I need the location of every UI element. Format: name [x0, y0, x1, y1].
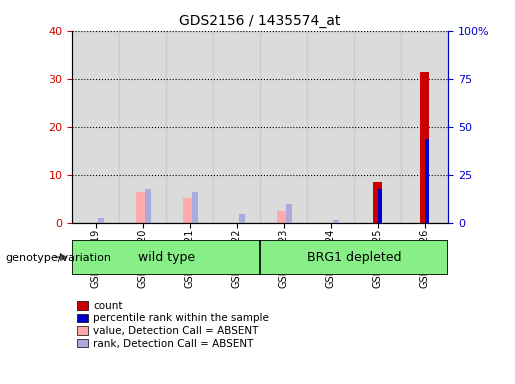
Bar [286, 204, 292, 223]
Bar [354, 31, 401, 223]
Bar [307, 31, 354, 223]
Bar [420, 71, 429, 223]
Bar [145, 189, 151, 223]
Bar [239, 214, 245, 223]
FancyBboxPatch shape [72, 240, 448, 275]
Legend: count, percentile rank within the sample, value, Detection Call = ABSENT, rank, : count, percentile rank within the sample… [77, 301, 269, 349]
Bar [277, 211, 290, 223]
Text: BRG1 depleted: BRG1 depleted [307, 251, 401, 264]
Bar [260, 31, 307, 223]
Text: genotype/variation: genotype/variation [5, 253, 111, 263]
Bar [373, 182, 382, 223]
Bar [213, 31, 260, 223]
Bar [119, 31, 166, 223]
Title: GDS2156 / 1435574_at: GDS2156 / 1435574_at [179, 14, 341, 28]
Bar [424, 139, 429, 223]
Bar [193, 192, 198, 223]
Bar [98, 218, 104, 223]
Text: wild type: wild type [138, 251, 195, 264]
Bar [377, 189, 382, 223]
Bar [72, 31, 119, 223]
Bar [333, 220, 339, 223]
Bar [136, 192, 149, 223]
Bar [166, 31, 213, 223]
Bar [401, 31, 448, 223]
Bar [183, 198, 196, 223]
